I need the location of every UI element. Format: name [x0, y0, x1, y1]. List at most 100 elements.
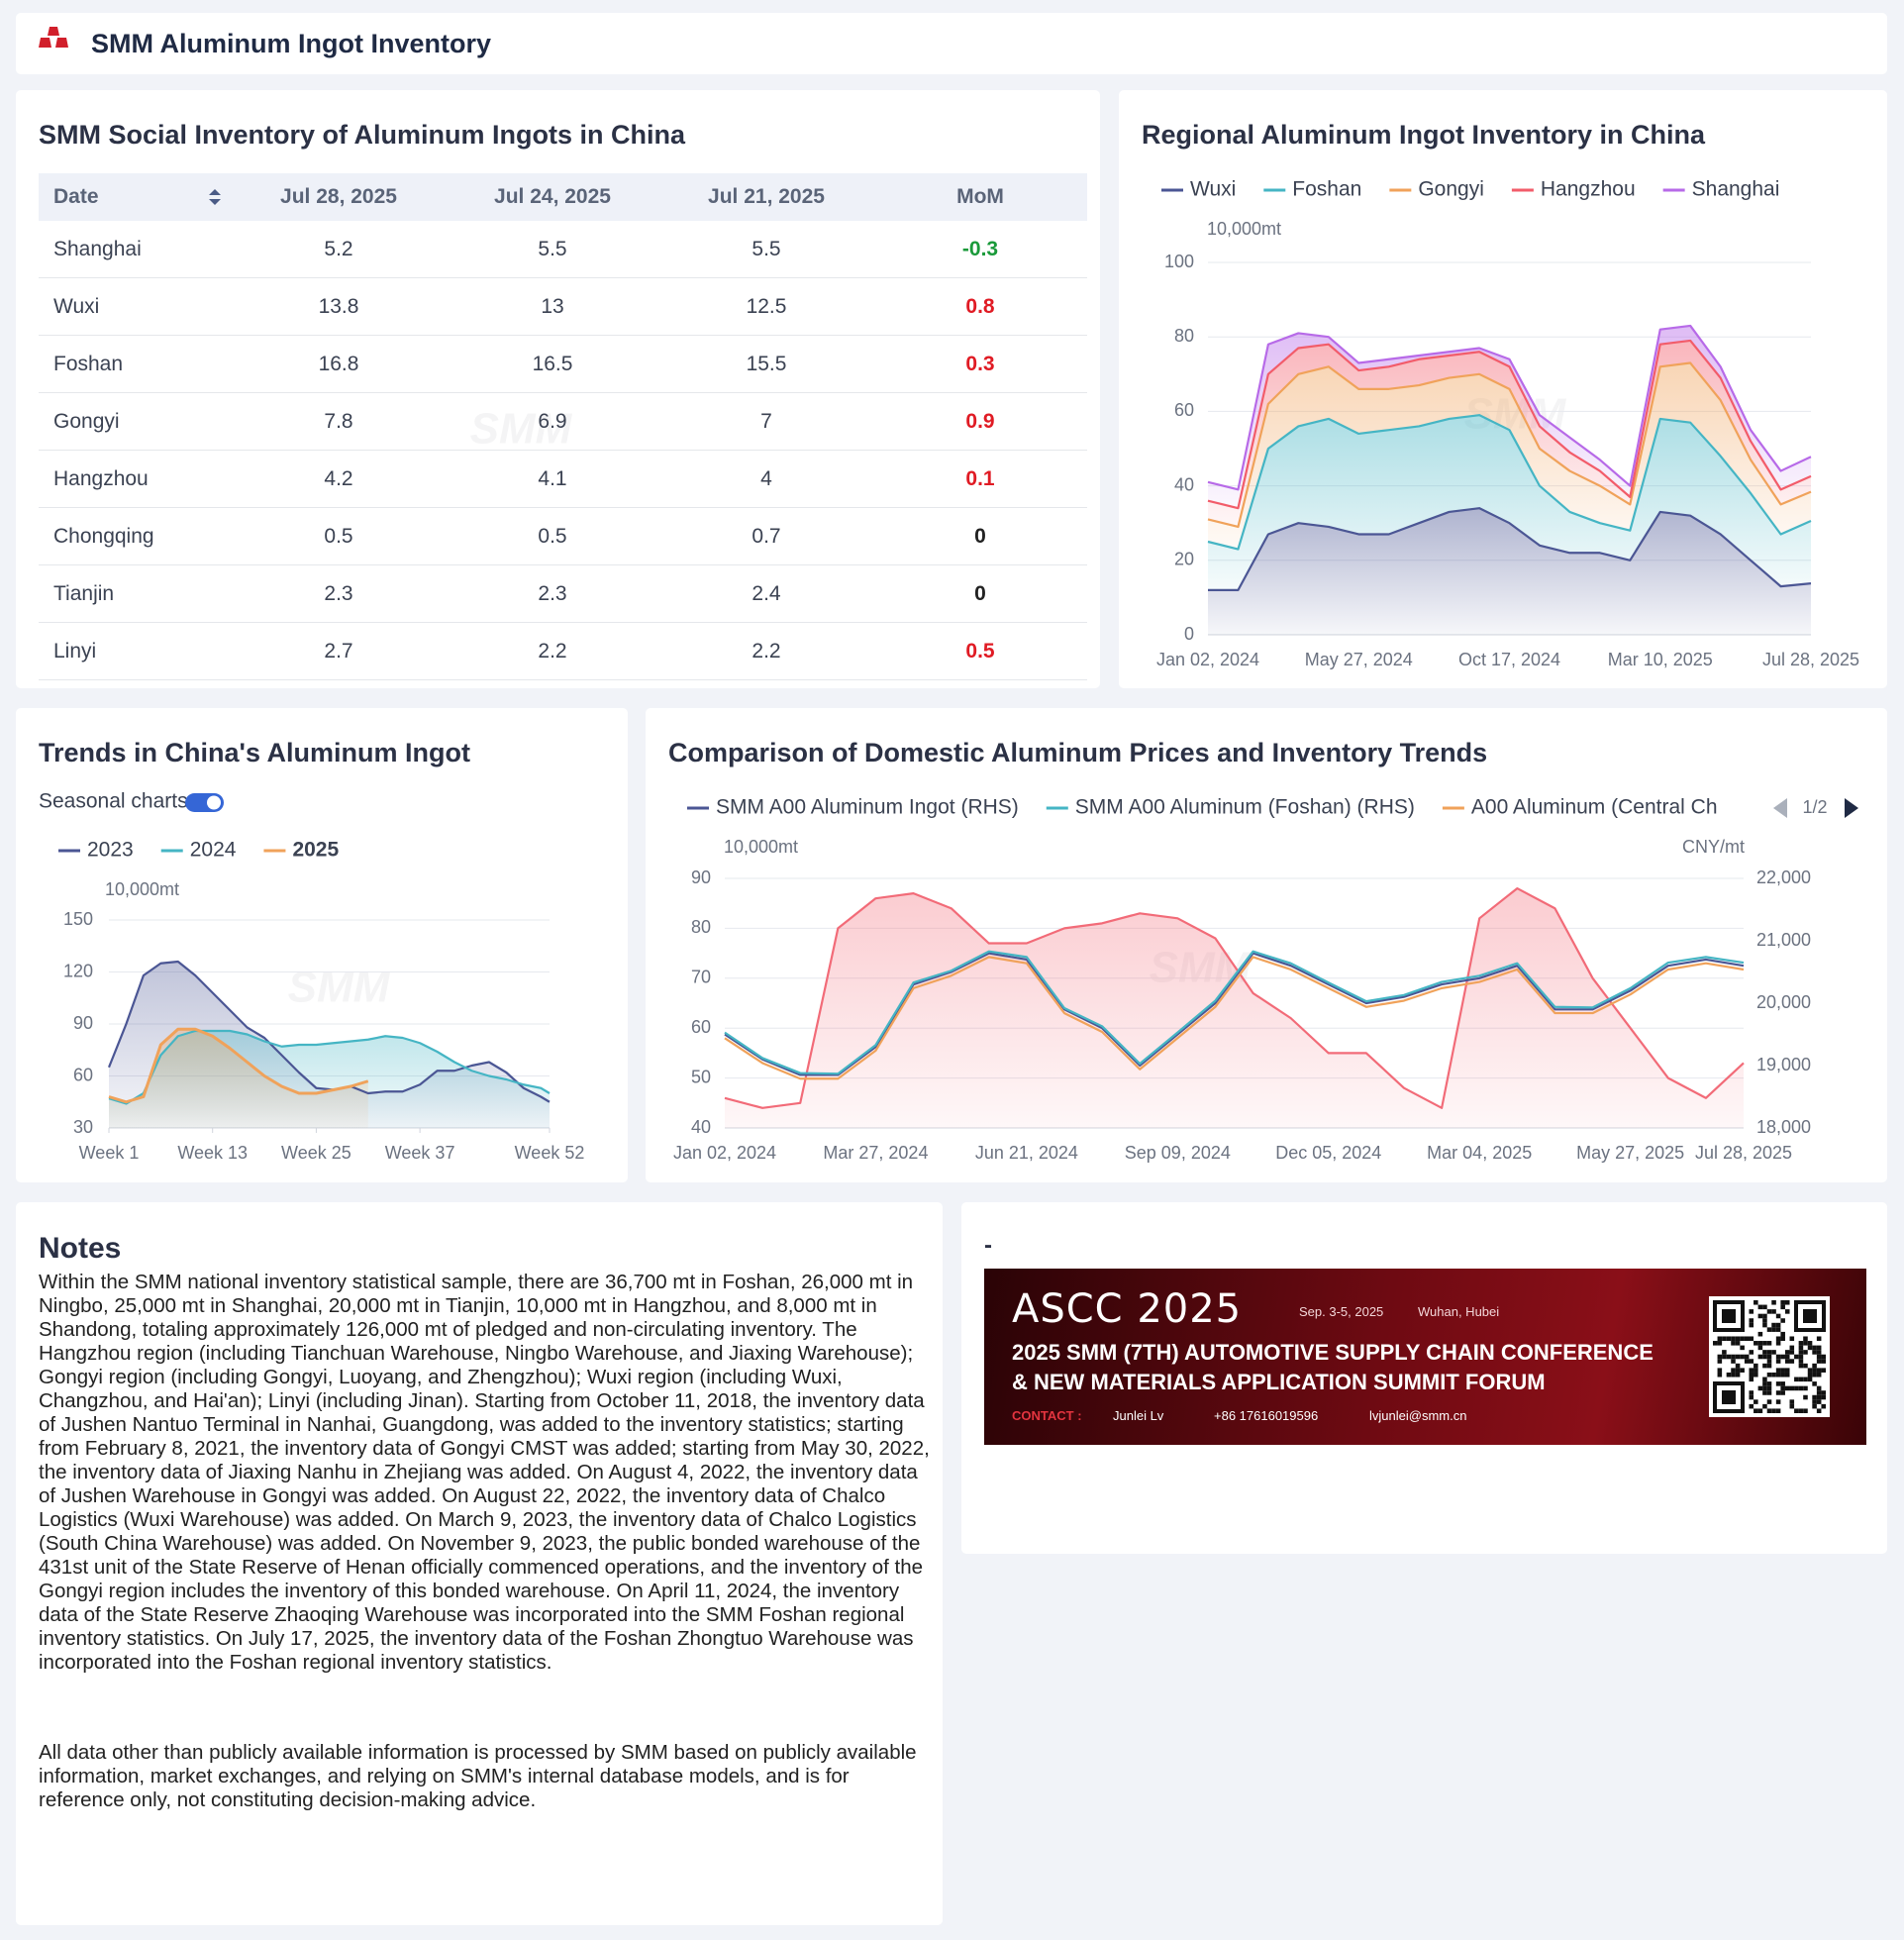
qr-cell: [1757, 1354, 1763, 1360]
x-tick-label: Week 25: [281, 1143, 351, 1163]
qr-cell: [1816, 1354, 1822, 1360]
qr-cell: [1794, 1377, 1799, 1382]
qr-cell: [1816, 1399, 1822, 1404]
qr-cell: [1722, 1350, 1727, 1355]
qr-cell: [1771, 1372, 1776, 1378]
qr-cell: [1749, 1322, 1754, 1328]
value-cell: 0.3: [873, 335, 1087, 393]
value-cell: -0.3: [873, 221, 1087, 278]
legend: 2023 2024 2025: [58, 839, 339, 862]
x-tick-label: Week 37: [385, 1143, 455, 1163]
qr-cell: [1798, 1408, 1804, 1413]
qr-cell: [1803, 1350, 1808, 1355]
region-cell: Tianjin: [39, 564, 232, 623]
value-cell: 7: [659, 392, 873, 451]
value-cell: 13.8: [232, 277, 446, 336]
value-cell: 7.8: [232, 392, 446, 451]
qr-cell: [1816, 1408, 1822, 1413]
legend-next[interactable]: [1845, 798, 1858, 818]
qr-cell: [1771, 1327, 1776, 1332]
chart-title: Regional Aluminum Ingot Inventory in Chi…: [1142, 120, 1706, 150]
x-tick-label: Jul 28, 2025: [1762, 650, 1859, 669]
value-cell: 5.5: [446, 221, 659, 278]
legend-label[interactable]: 2023: [87, 839, 134, 862]
legend-label[interactable]: Foshan: [1292, 178, 1361, 201]
legend-prev[interactable]: [1773, 798, 1787, 818]
legend-label[interactable]: Gongyi: [1418, 178, 1484, 201]
value-cell: 16.5: [446, 335, 659, 393]
legend-label[interactable]: SMM A00 Aluminum Ingot (RHS): [716, 796, 1019, 819]
qr-cell: [1798, 1363, 1804, 1369]
qr-finder: [1794, 1300, 1826, 1332]
y-tick-label: 20: [1174, 550, 1194, 569]
qr-cell: [1757, 1341, 1763, 1346]
legend-label[interactable]: SMM A00 Aluminum (Foshan) (RHS): [1075, 796, 1415, 819]
qr-cell: [1749, 1309, 1754, 1314]
legend: SMM A00 Aluminum Ingot (RHS) SMM A00 Alum…: [687, 796, 1718, 819]
y2-tick-label: 19,000: [1756, 1055, 1811, 1074]
qr-cell: [1762, 1318, 1767, 1323]
area: [1208, 325, 1811, 509]
y-tick-label: 70: [691, 968, 711, 987]
legend-label[interactable]: A00 Aluminum (Central Ch: [1471, 796, 1718, 819]
qr-cell: [1754, 1368, 1758, 1373]
qr-cell: [1780, 1336, 1785, 1342]
qr-cell: [1821, 1368, 1826, 1373]
y-tick-label: 0: [1184, 624, 1194, 644]
qr-cell: [1766, 1399, 1772, 1404]
qr-cell: [1754, 1399, 1758, 1404]
qr-cell: [1771, 1408, 1776, 1413]
legend-label[interactable]: 2025: [292, 839, 339, 862]
qr-cell: [1798, 1377, 1804, 1382]
qr-cell: [1789, 1399, 1795, 1404]
comparison-chart: Comparison of Domestic Aluminum Prices a…: [668, 738, 1858, 1163]
qr-cell: [1821, 1354, 1826, 1360]
qr-cell: [1726, 1354, 1732, 1360]
value-cell: 12.5: [659, 277, 873, 336]
qr-cell: [1771, 1350, 1776, 1355]
qr-cell: [1775, 1399, 1781, 1404]
qr-cell: [1762, 1390, 1767, 1395]
banner-panel: - ASCC 2025 Sep. 3-5, 2025 Wuhan, Hubei …: [961, 1202, 1887, 1554]
value-cell: 4.2: [232, 450, 446, 508]
area: [1208, 508, 1811, 635]
qr-cell: [1812, 1363, 1817, 1369]
qr-cell: [1784, 1372, 1790, 1378]
x-tick-label: Oct 17, 2024: [1458, 650, 1560, 669]
region-cell: Chongqing: [39, 507, 232, 565]
y-tick-label: 40: [691, 1117, 711, 1137]
event-banner[interactable]: ASCC 2025 Sep. 3-5, 2025 Wuhan, Hubei 20…: [984, 1269, 1866, 1445]
value-cell: 5.2: [232, 221, 446, 278]
qr-cell: [1812, 1350, 1817, 1355]
x-tick-label: Dec 05, 2024: [1275, 1143, 1381, 1163]
value-cell: 2.2: [659, 622, 873, 680]
qr-cell: [1740, 1336, 1745, 1342]
legend-label[interactable]: Hangzhou: [1541, 178, 1636, 201]
x-tick-label: Mar 04, 2025: [1427, 1143, 1532, 1163]
qr-cell: [1803, 1385, 1808, 1391]
value-cell: 6.9: [446, 392, 659, 451]
qr-cell: [1757, 1385, 1763, 1391]
qr-cell: [1754, 1372, 1758, 1378]
legend-label[interactable]: Shanghai: [1692, 178, 1780, 201]
column-header: Date: [39, 173, 232, 221]
legend: Wuxi Foshan Gongyi Hangzhou Shanghai: [1161, 178, 1779, 201]
qr-cell: [1731, 1359, 1736, 1364]
qr-cell: [1812, 1394, 1817, 1400]
legend-label[interactable]: Wuxi: [1190, 178, 1236, 201]
qr-cell: [1731, 1372, 1736, 1378]
qr-cell: [1775, 1322, 1781, 1328]
qr-cell: [1789, 1336, 1795, 1342]
qr-cell: [1749, 1377, 1754, 1382]
line: [108, 1029, 551, 1105]
seasonal-panel: Trends in China's Aluminum Ingot SMM 30 60 9…: [16, 708, 628, 1182]
qr-cell: [1780, 1318, 1785, 1323]
area-layer: [725, 888, 1744, 1128]
qr-cell: [1726, 1336, 1732, 1342]
line-layer: [1207, 324, 1812, 591]
sort-icon[interactable]: [208, 188, 222, 206]
value-cell: 4.1: [446, 450, 659, 508]
value-cell: 0.5: [232, 507, 446, 565]
x-tick-label: Mar 10, 2025: [1608, 650, 1713, 669]
legend-label[interactable]: 2024: [190, 839, 237, 862]
